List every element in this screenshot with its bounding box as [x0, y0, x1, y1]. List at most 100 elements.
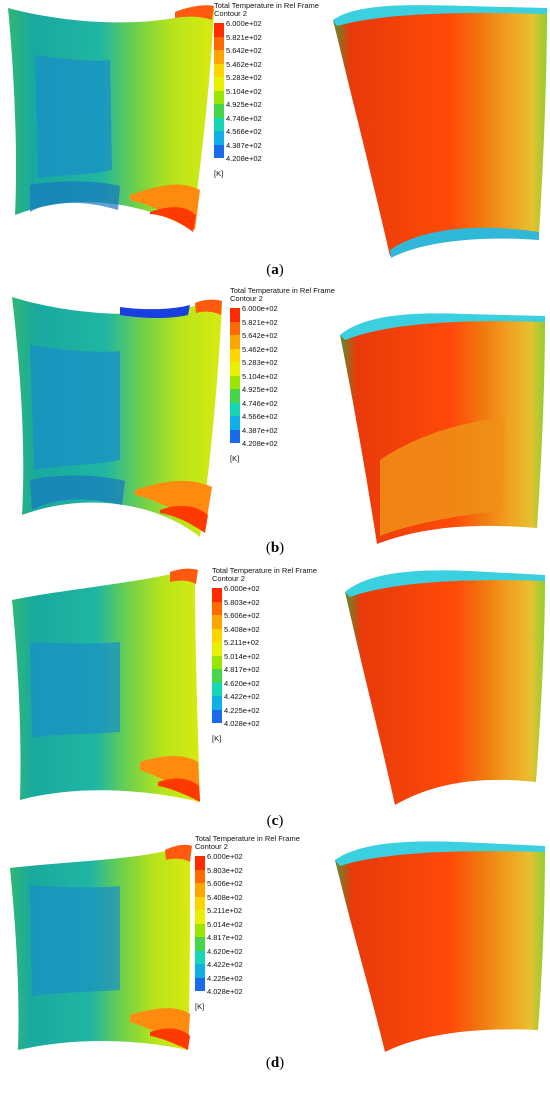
legend-swatch [214, 117, 224, 131]
legend-swatch [212, 601, 222, 615]
legend-tick-label: 5.211e+02 [207, 906, 243, 915]
legend-entry: 4.422e+02 [195, 960, 325, 978]
legend-tick-label: 5.014e+02 [224, 651, 260, 661]
legend-entry: 6.000e+02 [212, 584, 342, 602]
legend-swatch [212, 628, 222, 642]
suction-side-blade-view-a [333, 5, 547, 258]
legend-entry: 4.566e+02 [214, 127, 344, 145]
legend-swatch [195, 964, 205, 978]
legend-swatch [230, 348, 240, 362]
legend-swatch [214, 36, 224, 50]
legend-entry: 5.803e+02 [195, 865, 325, 883]
legend-entry: 4.387e+02 [230, 426, 360, 443]
legend-tick-label: 5.104e+02 [226, 86, 262, 96]
legend-entry: 5.211e+02 [212, 638, 342, 656]
legend-subtitle: Contour 2 [212, 574, 245, 583]
legend-subtitle: Contour 2 [195, 842, 228, 851]
legend-tick-label: 4.566e+02 [226, 127, 262, 136]
legend-tick-label: 4.422e+02 [207, 960, 243, 969]
panel-c [0, 562, 550, 822]
pressure-side-blade-view-c [12, 568, 200, 802]
legend-tick-label: 4.925e+02 [242, 385, 278, 394]
caption-d: (d) [265, 1055, 285, 1071]
legend-tick-label: 5.462e+02 [226, 59, 262, 69]
legend-tick-label: 5.606e+02 [224, 611, 260, 620]
legend-entry: 4.925e+02 [230, 385, 360, 403]
legend-tick-label: 5.803e+02 [207, 865, 243, 875]
legend-tick-label: 4.225e+02 [224, 705, 260, 715]
legend-tick-label: 4.746e+02 [226, 113, 262, 123]
legend-tick-label: 4.925e+02 [226, 100, 262, 109]
legend-swatch [195, 856, 205, 870]
caption-a-label: a [271, 262, 279, 278]
legend-entry: 6.000e+02 [230, 304, 360, 322]
pressure-side-blade-view-b [12, 297, 222, 537]
legend-title: Total Temperature in Rel Frame [195, 834, 300, 843]
legend-swatch [212, 669, 222, 683]
legend-tick-label: 4.817e+02 [224, 665, 260, 674]
legend-entry: 4.746e+02 [230, 398, 360, 416]
legend-swatch [230, 362, 240, 376]
legend-subtitle: Contour 2 [214, 9, 247, 18]
legend-tick-label: 5.821e+02 [242, 317, 278, 327]
panel-d [0, 840, 550, 1100]
legend-entry: 4.208e+02 [214, 154, 344, 169]
legend-swatch [214, 63, 224, 77]
legend-swatch [230, 402, 240, 416]
legend-entry: 4.925e+02 [214, 100, 344, 118]
legend-entry: 4.225e+02 [195, 974, 325, 991]
legend-swatch [230, 308, 240, 322]
legend-tick-label: 5.642e+02 [242, 331, 278, 340]
legend-unit: [K] [195, 1001, 205, 1011]
legend-entry: 4.028e+02 [212, 719, 342, 734]
legend-tick-label: 4.387e+02 [226, 140, 262, 150]
legend-swatch [214, 90, 224, 104]
caption-a: (a) [266, 262, 284, 278]
legend-entry: 5.821e+02 [230, 317, 360, 335]
legend-swatch [230, 375, 240, 389]
caption-b: (b) [265, 540, 285, 556]
legend-swatch [195, 977, 205, 991]
legend-swatch [195, 883, 205, 897]
legend-swatch [230, 389, 240, 403]
legend-swatch [214, 144, 224, 158]
legend-swatch [195, 923, 205, 937]
legend-tick-label: 4.817e+02 [207, 933, 243, 942]
legend-entry: 6.000e+02 [195, 852, 325, 870]
caption-c-label: c [271, 813, 279, 829]
legend-tick-label: 5.606e+02 [207, 879, 243, 888]
legend-swatch [214, 104, 224, 118]
legend-entry: 4.817e+02 [212, 665, 342, 683]
legend-entry: 5.014e+02 [212, 651, 342, 669]
legend-swatch [195, 950, 205, 964]
legend-swatch [212, 642, 222, 656]
legend-entry: 4.746e+02 [214, 113, 344, 131]
legend-unit: [K] [214, 168, 224, 178]
legend-entry: 5.606e+02 [195, 879, 325, 897]
legend-tick-label: 5.211e+02 [224, 638, 260, 647]
legend-swatch [212, 682, 222, 696]
legend-title: Total Temperature in Rel Frame [230, 286, 335, 295]
panel-a [0, 0, 550, 260]
legend-tick-label: 5.408e+02 [224, 624, 260, 634]
legend-entry: 5.408e+02 [212, 624, 342, 642]
legend-swatch [212, 696, 222, 710]
legend-tick-label: 4.746e+02 [242, 398, 278, 408]
legend-entry: 4.422e+02 [212, 692, 342, 710]
legend-entry: 4.387e+02 [214, 140, 344, 158]
legend-entry: 5.283e+02 [230, 358, 360, 376]
legend-swatch [195, 910, 205, 924]
legend-swatch [195, 937, 205, 951]
panel-b [0, 285, 550, 545]
legend-entry: 5.606e+02 [212, 611, 342, 629]
legend-swatch [230, 321, 240, 335]
legend-swatch [214, 77, 224, 91]
legend-tick-label: 4.620e+02 [224, 678, 260, 688]
legend-swatch [195, 869, 205, 883]
legend-swatch [214, 23, 224, 37]
suction-side-blade-view-d [335, 841, 545, 1052]
